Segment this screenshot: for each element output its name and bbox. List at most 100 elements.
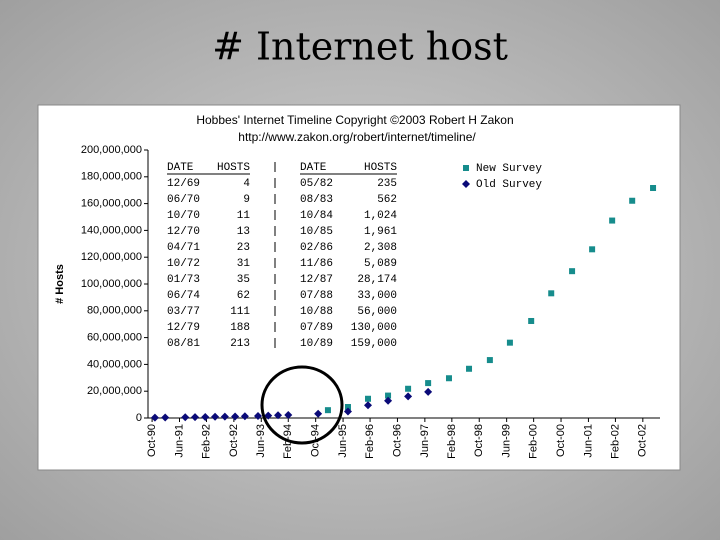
point	[548, 290, 555, 297]
table-cell: 12/70	[167, 226, 200, 238]
table-cell: 33,000	[357, 290, 397, 302]
table-cell: 11/86	[300, 258, 333, 270]
point	[324, 407, 331, 414]
point	[254, 412, 263, 421]
point	[404, 392, 413, 401]
table-header: HOSTS	[364, 162, 397, 174]
y-tick-label: 200,000,000	[81, 144, 142, 156]
table-cell: 130,000	[351, 322, 397, 334]
table-cell: 07/88	[300, 290, 333, 302]
point	[201, 413, 210, 422]
table-cell: 08/81	[167, 338, 200, 350]
point	[211, 412, 220, 421]
x-tick-label: Feb-96	[364, 424, 376, 459]
point	[181, 413, 190, 422]
x-tick-label: Feb-92	[200, 424, 212, 459]
y-tick-label: 20,000,000	[87, 385, 142, 397]
point	[220, 412, 229, 421]
table-cell: 03/77	[167, 306, 200, 318]
y-axis-label: # Hosts	[54, 264, 66, 304]
highlight-circle	[260, 365, 344, 445]
point	[384, 396, 393, 405]
point	[274, 411, 283, 420]
legend-label: New Survey	[476, 163, 542, 175]
point	[609, 217, 616, 224]
table-cell: 12/69	[167, 178, 200, 190]
table-cell: 10/88	[300, 306, 333, 318]
table-cell: 28,174	[357, 274, 397, 286]
legend: New Survey Old Survey	[462, 163, 542, 191]
point	[240, 412, 249, 421]
table-cell: 62	[237, 290, 250, 302]
x-tick-label: Jun-95	[337, 424, 349, 458]
table-header: DATE	[167, 162, 194, 174]
table-cell: 06/70	[167, 194, 200, 206]
legend-marker	[463, 165, 469, 171]
point	[284, 411, 293, 420]
table-cell: 56,000	[357, 306, 397, 318]
x-tick-label: Oct-96	[391, 424, 403, 457]
point	[365, 395, 372, 402]
point	[650, 185, 657, 192]
point	[231, 412, 240, 421]
table-cell: 01/73	[167, 274, 200, 286]
y-tick-label: 100,000,000	[81, 278, 142, 290]
x-tick-label: Jun-99	[501, 424, 513, 458]
slide-title: # Internet host	[212, 25, 508, 69]
table-cell: 11	[237, 210, 251, 222]
table-cell: 04/71	[167, 242, 200, 254]
table-box	[160, 156, 412, 352]
point	[445, 375, 452, 382]
point	[150, 413, 159, 422]
point	[405, 385, 412, 392]
y-tick-label: 60,000,000	[87, 332, 142, 344]
x-tick-label: Feb-98	[446, 424, 458, 459]
point	[486, 357, 493, 364]
y-tick-label: 0	[136, 412, 142, 424]
table-cell: 10/85	[300, 226, 333, 238]
point	[425, 380, 432, 387]
point	[191, 413, 200, 422]
table-cell: 02/86	[300, 242, 333, 254]
table-cell: 31	[237, 258, 251, 270]
point	[466, 365, 473, 372]
point	[343, 407, 352, 416]
table-cell: 111	[230, 306, 250, 318]
point	[569, 268, 576, 275]
table-header: HOSTS	[217, 162, 250, 174]
y-tick-label: 120,000,000	[81, 251, 142, 263]
point	[506, 339, 513, 346]
table-cell: 12/79	[167, 322, 200, 334]
table-cell: 1,961	[364, 226, 397, 238]
table-cell: 235	[377, 178, 397, 190]
y-tick-label: 140,000,000	[81, 224, 142, 236]
x-tick-label: Jun-97	[419, 424, 431, 458]
table-cell: 23	[237, 242, 250, 254]
x-tick-label: Feb-00	[528, 424, 540, 459]
y-tick-label: 180,000,000	[81, 171, 142, 183]
x-tick-label: Oct-92	[228, 424, 240, 457]
legend-label: Old Survey	[476, 179, 542, 191]
table-cell: 07/89	[300, 322, 333, 334]
chart-title: Hobbes' Internet Timeline Copyright ©200…	[196, 113, 513, 127]
x-tick-label: Jun-01	[582, 424, 594, 458]
table-cell: 1,024	[364, 210, 397, 222]
point	[385, 392, 392, 399]
point	[364, 401, 373, 410]
table-cell: 9	[243, 194, 250, 206]
legend-marker	[462, 180, 470, 188]
table-cell: 10/70	[167, 210, 200, 222]
point	[629, 197, 636, 204]
y-tick-label: 80,000,000	[87, 305, 142, 317]
point	[344, 404, 351, 411]
x-tick-label: Oct-00	[555, 424, 567, 457]
point	[589, 246, 596, 253]
y-tick-label: 160,000,000	[81, 198, 142, 210]
x-tick-label: Jun-91	[173, 424, 185, 458]
point	[264, 411, 273, 420]
chart-subtitle: http://www.zakon.org/robert/internet/tim…	[238, 130, 476, 144]
y-tick-label: 40,000,000	[87, 358, 142, 370]
table-cell: 13	[237, 226, 250, 238]
